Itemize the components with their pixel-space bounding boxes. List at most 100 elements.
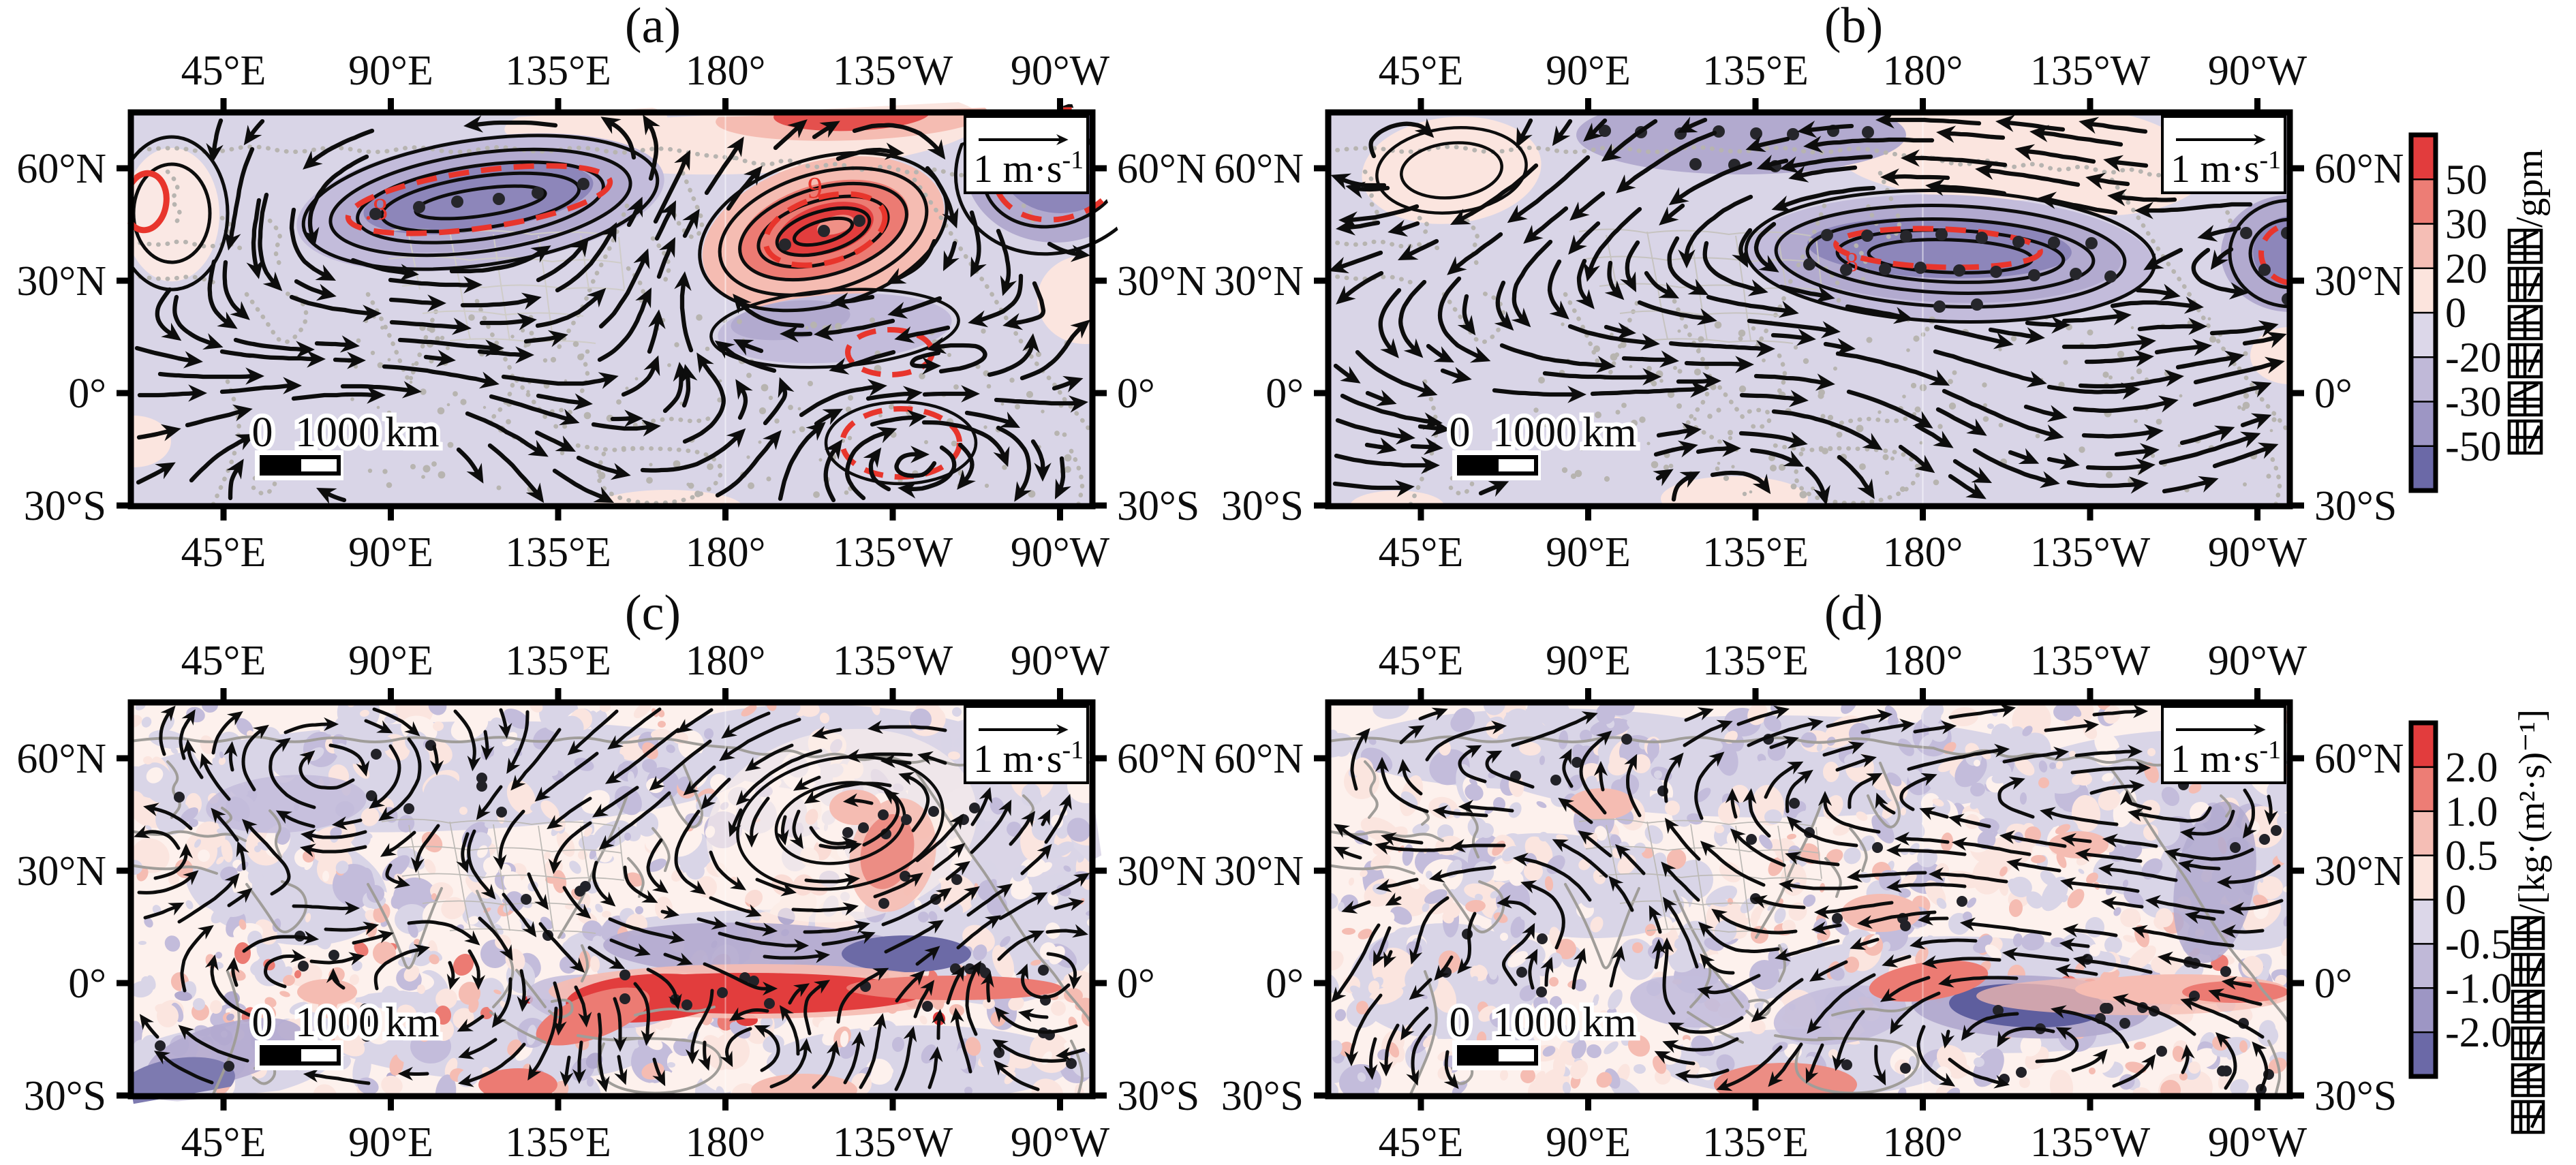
svg-text:1000: 1000	[295, 999, 380, 1046]
svg-text:90°W: 90°W	[2208, 48, 2307, 94]
svg-text:2.0: 2.0	[2445, 745, 2498, 791]
svg-text:1 m·s-1: 1 m·s-1	[2171, 736, 2281, 781]
svg-text:135°E: 135°E	[505, 1119, 611, 1165]
svg-text:90°E: 90°E	[348, 638, 433, 684]
svg-text:90°W: 90°W	[2208, 529, 2307, 576]
svg-text:90°E: 90°E	[1546, 48, 1631, 94]
svg-text:30: 30	[2445, 202, 2487, 248]
svg-text:20: 20	[2445, 246, 2487, 292]
svg-text:135°W: 135°W	[833, 638, 953, 684]
svg-text:30°N: 30°N	[1117, 848, 1207, 895]
svg-text:0°: 0°	[1117, 371, 1155, 417]
svg-text:60°N: 60°N	[1117, 736, 1207, 782]
svg-text:km: km	[1582, 999, 1636, 1046]
svg-text:90°W: 90°W	[2208, 638, 2307, 684]
svg-text:0°: 0°	[1266, 961, 1304, 1007]
svg-text:45°E: 45°E	[1379, 529, 1464, 576]
svg-text:0°: 0°	[68, 961, 106, 1007]
svg-text:30°S: 30°S	[24, 1073, 106, 1119]
svg-text:1 m·s-1: 1 m·s-1	[2171, 146, 2281, 191]
svg-text:135°E: 135°E	[1702, 638, 1809, 684]
svg-text:30°N: 30°N	[16, 848, 106, 895]
svg-text:30°S: 30°S	[1117, 483, 1199, 529]
svg-text:135°E: 135°E	[505, 48, 611, 94]
svg-text:0°: 0°	[68, 371, 106, 417]
svg-text:km: km	[385, 409, 439, 456]
svg-text:90°E: 90°E	[1546, 529, 1631, 576]
svg-text:90°W: 90°W	[2208, 1119, 2307, 1165]
svg-text:-0.5: -0.5	[2445, 921, 2512, 967]
svg-text:135°W: 135°W	[833, 1119, 953, 1165]
svg-text:(d): (d)	[1824, 585, 1883, 641]
svg-text:(a): (a)	[625, 0, 681, 54]
svg-text:0: 0	[2445, 290, 2466, 337]
svg-text:0°: 0°	[1117, 961, 1155, 1007]
svg-text:180°: 180°	[686, 1119, 766, 1165]
svg-text:90°W: 90°W	[1011, 529, 1110, 576]
svg-text:30°S: 30°S	[1221, 1073, 1304, 1119]
svg-text:0: 0	[2445, 877, 2466, 924]
svg-text:1000: 1000	[295, 409, 380, 456]
svg-text:60°N: 60°N	[1214, 736, 1304, 782]
svg-text:135°E: 135°E	[1702, 48, 1809, 94]
svg-text:90°W: 90°W	[1011, 1119, 1110, 1165]
svg-text:/gpm: /gpm	[2509, 149, 2551, 228]
svg-text:0: 0	[252, 999, 273, 1046]
svg-text:1.0: 1.0	[2445, 789, 2498, 835]
svg-text:135°E: 135°E	[505, 638, 611, 684]
svg-text:30°N: 30°N	[1214, 848, 1304, 895]
svg-text:0: 0	[1450, 409, 1471, 456]
svg-text:180°: 180°	[1883, 638, 1963, 684]
svg-text:-30: -30	[2445, 379, 2502, 426]
svg-text:135°E: 135°E	[1702, 1119, 1809, 1165]
svg-text:(b): (b)	[1824, 0, 1883, 54]
svg-text:135°W: 135°W	[833, 48, 953, 94]
svg-text:30°S: 30°S	[24, 483, 106, 529]
svg-text:km: km	[1582, 409, 1636, 456]
svg-text:135°W: 135°W	[833, 529, 953, 576]
svg-text:60°N: 60°N	[16, 736, 106, 782]
svg-text:30°S: 30°S	[2314, 483, 2397, 529]
svg-text:90°E: 90°E	[348, 529, 433, 576]
svg-text:30°S: 30°S	[1117, 1073, 1199, 1119]
svg-text:90°E: 90°E	[348, 48, 433, 94]
svg-text:30°N: 30°N	[2314, 258, 2404, 305]
svg-text:135°W: 135°W	[2030, 1119, 2151, 1165]
svg-text:60°N: 60°N	[1214, 146, 1304, 192]
svg-text:/[kg·(m²·s)⁻¹]: /[kg·(m²·s)⁻¹]	[2511, 709, 2552, 914]
svg-text:60°N: 60°N	[16, 146, 106, 192]
svg-text:90°E: 90°E	[1546, 638, 1631, 684]
svg-text:90°W: 90°W	[1011, 638, 1110, 684]
svg-text:90°W: 90°W	[1011, 48, 1110, 94]
svg-text:30°S: 30°S	[1221, 483, 1304, 529]
svg-text:(c): (c)	[625, 585, 681, 641]
svg-text:50: 50	[2445, 157, 2487, 203]
svg-text:0: 0	[252, 409, 273, 456]
svg-text:km: km	[385, 999, 439, 1046]
svg-text:-1.0: -1.0	[2445, 965, 2512, 1012]
svg-text:9: 9	[808, 171, 823, 204]
svg-text:180°: 180°	[686, 638, 766, 684]
svg-text:30°N: 30°N	[2314, 848, 2404, 895]
svg-text:180°: 180°	[1883, 48, 1963, 94]
svg-text:45°E: 45°E	[181, 529, 266, 576]
svg-text:180°: 180°	[1883, 529, 1963, 576]
svg-text:45°E: 45°E	[1379, 638, 1464, 684]
svg-text:60°N: 60°N	[2314, 736, 2404, 782]
svg-text:135°W: 135°W	[2030, 529, 2151, 576]
svg-text:45°E: 45°E	[181, 638, 266, 684]
svg-text:30°N: 30°N	[16, 258, 106, 305]
svg-text:180°: 180°	[686, 529, 766, 576]
svg-text:30°S: 30°S	[2314, 1073, 2397, 1119]
svg-text:180°: 180°	[1883, 1119, 1963, 1165]
svg-text:45°E: 45°E	[1379, 1119, 1464, 1165]
svg-text:45°E: 45°E	[1379, 48, 1464, 94]
svg-text:180°: 180°	[686, 48, 766, 94]
svg-text:0°: 0°	[2314, 961, 2352, 1007]
svg-text:-20: -20	[2445, 335, 2502, 381]
svg-text:45°E: 45°E	[181, 48, 266, 94]
svg-text:45°E: 45°E	[181, 1119, 266, 1165]
svg-text:30°N: 30°N	[1214, 258, 1304, 305]
svg-text:-50: -50	[2445, 424, 2502, 470]
svg-text:0.5: 0.5	[2445, 833, 2498, 880]
